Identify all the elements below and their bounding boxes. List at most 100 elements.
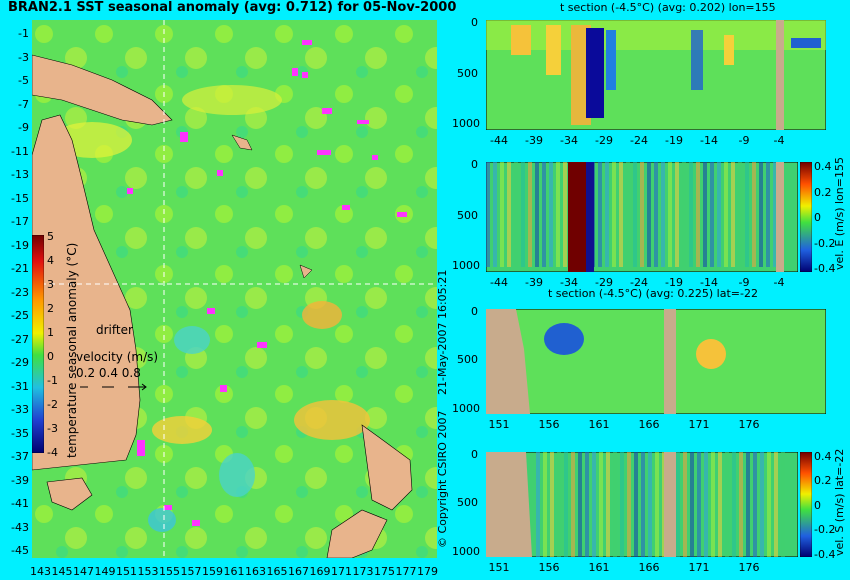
lat-tick: -1 <box>18 27 29 40</box>
lat-tick: -7 <box>18 97 29 111</box>
velocity-stripe <box>746 452 750 557</box>
velocity-stripe <box>493 162 497 267</box>
velocity-stripe <box>668 162 672 267</box>
panel-y-tick: 1000 <box>452 401 480 415</box>
velocity-stripe <box>592 452 596 557</box>
velocity-stripe <box>711 452 715 557</box>
panel-y-tick: 0 <box>471 448 478 461</box>
drifter-markers <box>127 40 407 526</box>
velocity-stripe <box>620 452 624 557</box>
drifter-label: drifter <box>96 323 133 337</box>
lon-tick: 153 <box>137 565 159 578</box>
panel-x-tick: -14 <box>700 134 718 147</box>
lat-tick: -5 <box>18 74 29 87</box>
sst-anomaly-map <box>32 20 437 558</box>
panel-x-tick: 161 <box>588 418 610 431</box>
sst-colorbar <box>32 235 44 453</box>
velocity-stripe <box>697 452 701 557</box>
lat-tick: -17 <box>11 215 29 228</box>
velocity-stripe <box>564 452 568 557</box>
panel-colorbar-tick: 0 <box>814 211 821 225</box>
colorbar-tick: -4 <box>47 446 58 459</box>
velocity-stripe <box>774 452 778 557</box>
lon-tick: 175 <box>374 565 395 578</box>
panel-x-tick: -24 <box>630 134 648 147</box>
velocity-stripe <box>689 162 693 267</box>
panel-y-tick: 0 <box>471 16 478 29</box>
velocity-stripe <box>718 452 722 557</box>
velocity-stripe <box>773 162 777 267</box>
lat-tick: -29 <box>11 356 29 369</box>
velocity-stripe <box>486 162 490 267</box>
velocity-stripe <box>528 162 532 267</box>
t-section-lon-panel <box>486 20 826 130</box>
velocity-stripe <box>781 452 785 557</box>
lat-tick: -35 <box>11 426 29 440</box>
panel-x-tick: -44 <box>490 276 508 289</box>
velocity-stripe <box>725 452 729 557</box>
velocity-stripe <box>606 452 610 557</box>
velocity-stripe <box>690 452 694 557</box>
copyright: © Copyright CSIRO 2007 <box>436 410 449 548</box>
panel-x-tick: 166 <box>638 561 660 574</box>
panel-x-tick: -14 <box>700 276 718 289</box>
lon-tick: 151 <box>116 565 137 578</box>
panel-y-tick: 500 <box>457 208 478 222</box>
panel-y-tick: 0 <box>471 305 478 318</box>
panel-x-tick: -39 <box>525 134 543 147</box>
panel-x-tick: 176 <box>738 418 760 431</box>
velocity-stripe <box>710 162 714 267</box>
panel-colorbar-tick: 0.4 <box>814 450 832 463</box>
new-zealand-land <box>361 424 413 511</box>
lon-tick: 169 <box>309 565 331 578</box>
velocity-stripe <box>647 162 651 267</box>
lat-tick: -37 <box>11 450 29 463</box>
velocity-stripe <box>563 162 567 267</box>
panel-colorbar-tick: -0.4 <box>814 262 836 276</box>
velocity-stripe <box>682 162 686 267</box>
velocity-stripe <box>766 162 770 267</box>
velocity-stripe <box>655 452 659 557</box>
panel-colorbar-tick: -0.2 <box>814 523 836 537</box>
panel-colorbar-tick: 0.2 <box>814 185 832 199</box>
panel-y-tick: 0 <box>471 158 478 171</box>
panel-x-tick: 151 <box>488 418 510 431</box>
lon-tick: 155 <box>159 565 180 578</box>
colorbar-tick: 5 <box>47 230 54 243</box>
lon-tick: 159 <box>202 565 223 578</box>
panel-colorbar-tick: -0.4 <box>814 547 836 561</box>
velocity-stripe <box>753 452 757 557</box>
velocity-stripe <box>585 452 589 557</box>
lat-tick: -45 <box>11 544 29 557</box>
velocity-values: 0.2 0.4 0.8 <box>76 366 141 380</box>
lon-tick: 165 <box>266 565 288 578</box>
velocity-stripe <box>654 162 658 267</box>
panel-x-tick: 156 <box>538 561 560 574</box>
australia-land <box>32 114 141 471</box>
velocity-stripe <box>514 162 518 267</box>
panel-y-tick: 1000 <box>452 117 480 131</box>
velocity-stripe <box>535 162 539 267</box>
velocity-stripe <box>619 162 623 267</box>
velocity-stripe <box>683 452 687 557</box>
vel-s-colorbar <box>800 452 812 557</box>
lat-tick: -21 <box>11 262 29 275</box>
velocity-stripe <box>739 452 743 557</box>
velocity-stripe <box>578 452 582 557</box>
velocity-stripe <box>704 452 708 557</box>
panel-colorbar-tick: 0.4 <box>814 160 832 173</box>
velocity-stripe <box>626 162 630 267</box>
lat-tick: -3 <box>18 50 29 64</box>
panel-x-tick: -9 <box>738 134 750 147</box>
colorbar-tick: 2 <box>47 302 54 315</box>
velocity-stripe <box>543 452 547 557</box>
velocity-stripe <box>696 162 700 267</box>
lat-tick: -15 <box>11 191 29 205</box>
panel-x-tick: 151 <box>488 561 510 574</box>
lon-tick: 177 <box>395 565 417 578</box>
velocity-stripe <box>738 162 742 267</box>
lon-tick: 145 <box>51 565 73 578</box>
velocity-stripe <box>675 162 679 267</box>
lon-tick: 179 <box>417 565 438 578</box>
lon-tick: 163 <box>245 565 266 578</box>
